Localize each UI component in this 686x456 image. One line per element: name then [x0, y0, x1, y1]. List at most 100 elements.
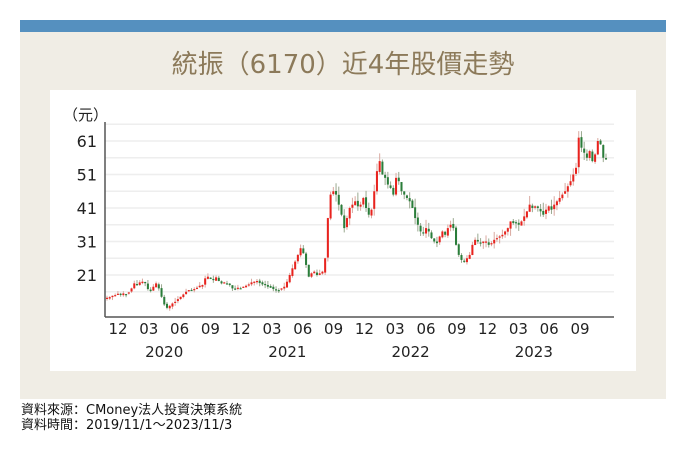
candle-body: [577, 137, 580, 168]
x-tick-label: 06: [540, 320, 559, 338]
y-tick-label: 31: [77, 233, 97, 252]
year-label: 2023: [515, 343, 553, 361]
candle-body: [225, 283, 229, 285]
candle-body: [182, 294, 185, 298]
candle-body: [198, 285, 201, 288]
candle-body: [411, 200, 414, 208]
candle-body: [340, 204, 343, 215]
x-tick-label: 12: [232, 320, 251, 338]
y-tick-label: 41: [77, 199, 97, 218]
x-tick-label: 12: [108, 320, 127, 338]
candlestick-chart: 21 31 41 51 61 （元） 12 03 06 09 12 03 06 09 12 03 06 09 12 0…: [63, 106, 614, 361]
candle-body: [163, 296, 166, 305]
x-tick-label: 03: [139, 320, 158, 338]
candle-body: [463, 260, 466, 262]
candle-body: [179, 296, 182, 300]
x-tick-label: 06: [416, 320, 435, 338]
candle-body: [220, 281, 223, 284]
candle-body: [223, 282, 226, 284]
x-tick-label: 06: [170, 320, 189, 338]
candle-body: [408, 198, 411, 202]
candle-body: [204, 278, 207, 285]
candle-body: [149, 289, 152, 292]
candle-body: [444, 231, 447, 235]
candle-body: [185, 291, 188, 295]
candle-body: [157, 284, 160, 289]
candle-body: [144, 282, 147, 284]
candle-body: [280, 288, 283, 290]
candle-body: [285, 281, 288, 288]
candle-body: [258, 280, 261, 284]
candle-body: [392, 187, 395, 195]
candle-body: [585, 153, 588, 158]
candle-body: [359, 204, 362, 207]
candle-body: [468, 254, 471, 259]
candle-body: [446, 228, 449, 236]
candle-body: [318, 273, 321, 275]
candle-body: [504, 231, 507, 235]
candle-body: [425, 228, 428, 234]
candle-body: [460, 255, 463, 260]
candle-body: [313, 271, 316, 274]
candle-body: [484, 241, 488, 243]
candle-body: [168, 305, 171, 309]
candle-body: [550, 206, 553, 210]
candle-body: [471, 244, 474, 255]
candle-body: [375, 171, 378, 192]
candle-body: [474, 239, 477, 246]
x-tick-label: 09: [201, 320, 220, 338]
candle-body: [384, 174, 387, 178]
candle-body: [558, 197, 561, 202]
candle-body: [310, 273, 313, 277]
candle-body: [125, 294, 128, 296]
candle-body: [523, 216, 526, 221]
x-tick-label: 09: [324, 320, 343, 338]
candle-body: [403, 191, 406, 195]
x-tick-label: 03: [262, 320, 281, 338]
candle-body: [498, 236, 501, 238]
candle-body: [236, 287, 239, 289]
candle-body: [351, 204, 354, 208]
candle-body: [356, 200, 359, 207]
candle-body: [242, 286, 245, 288]
candle-body: [365, 197, 368, 208]
candle-body: [544, 209, 548, 214]
candle-body: [528, 204, 531, 212]
candle-body: [520, 221, 523, 226]
candle-body: [343, 215, 346, 229]
candle-body: [588, 151, 591, 158]
y-tick-label: 61: [77, 132, 97, 151]
candle-body: [174, 301, 177, 303]
candle-body: [354, 201, 357, 206]
candle-body: [509, 221, 512, 229]
header-bar: [20, 20, 666, 32]
year-label: 2021: [268, 343, 306, 361]
candle-body: [479, 242, 482, 244]
candle-body: [133, 283, 136, 289]
candle-body: [315, 272, 318, 275]
candle-body: [370, 209, 373, 216]
candle-body: [433, 238, 436, 242]
candle-body: [234, 288, 237, 290]
candle-body: [536, 206, 539, 208]
candle-body: [580, 137, 583, 148]
candle-body: [449, 224, 452, 228]
candle-body: [146, 283, 149, 290]
candle-body: [275, 289, 278, 291]
candle-body: [506, 228, 509, 232]
candle-body: [209, 277, 212, 280]
candle-body: [534, 206, 537, 208]
candle-body: [378, 161, 381, 172]
candle-body: [381, 161, 384, 175]
candle-body: [395, 177, 398, 195]
candle-body: [561, 194, 564, 199]
candle-body: [105, 297, 109, 299]
candle-body: [452, 223, 455, 229]
candle-body: [307, 264, 310, 277]
candle-body: [476, 239, 479, 242]
candle-body: [419, 225, 422, 232]
candle-body: [245, 285, 248, 288]
candle-body: [111, 295, 114, 298]
candle-body: [217, 277, 220, 282]
candle-body: [283, 286, 286, 289]
